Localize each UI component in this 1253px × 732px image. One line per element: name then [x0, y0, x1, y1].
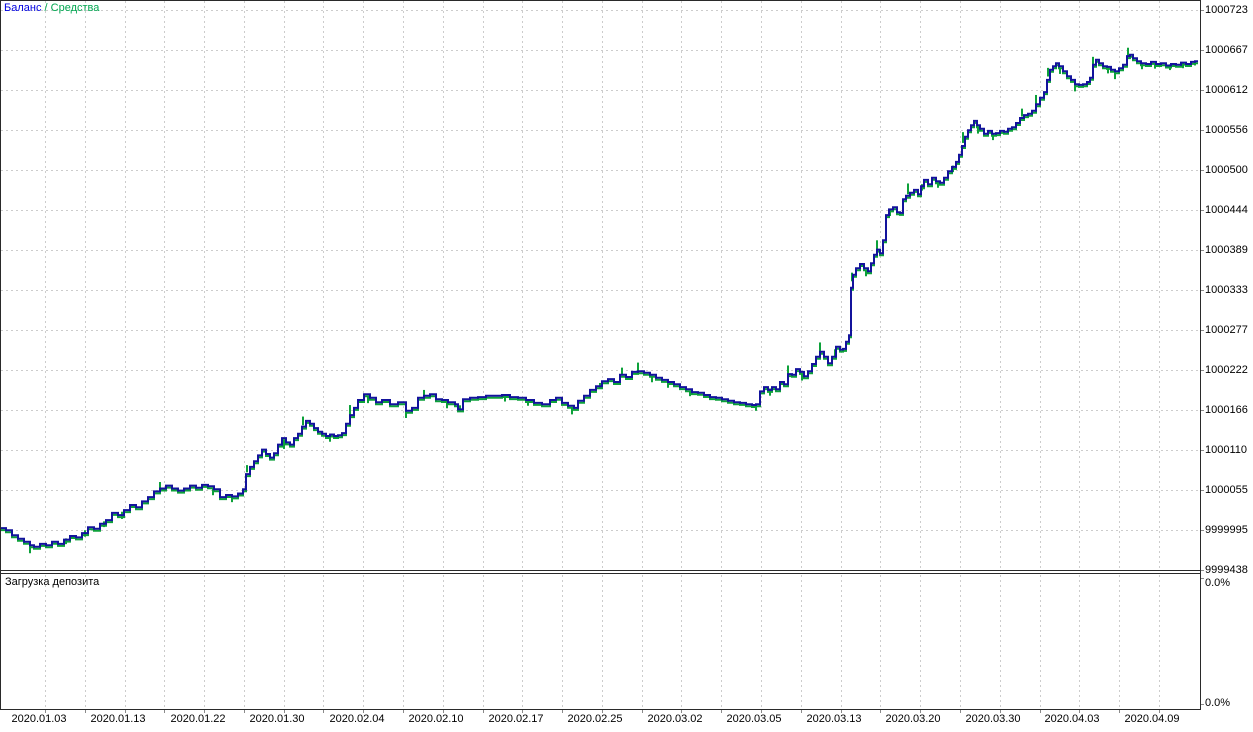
y-axis-label: 1000500 [1205, 164, 1248, 176]
sub-panel-title: Загрузка депозита [5, 576, 100, 588]
x-axis-label: 2020.02.04 [329, 713, 385, 725]
x-axis-label: 2020.01.03 [11, 713, 67, 725]
x-axis-label: 2020.04.03 [1044, 713, 1100, 725]
legend-separator: / [44, 2, 48, 14]
y-axis-label: 1000667 [1205, 44, 1248, 56]
y-axis-label: 1000222 [1205, 364, 1248, 376]
chart-legend: Баланс / Средства [4, 2, 99, 14]
sub-panel-top-value: 0.0% [1205, 577, 1231, 589]
x-axis-label: 2020.02.10 [408, 713, 464, 725]
x-axis-label: 2020.03.02 [647, 713, 703, 725]
x-axis-label: 2020.03.05 [726, 713, 782, 725]
legend-balance-label: Баланс [4, 2, 42, 14]
x-axis-label: 2020.03.20 [885, 713, 941, 725]
x-axis-label: 2020.01.22 [170, 713, 226, 725]
x-axis-label: 2020.03.30 [965, 713, 1021, 725]
x-axis-label: 2020.02.17 [488, 713, 544, 725]
y-axis-label: 9999995 [1205, 524, 1248, 536]
sub-panel-bottom-value: 0.0% [1205, 697, 1231, 709]
y-axis-label: 1000612 [1205, 84, 1248, 96]
y-axis-label: 1000166 [1205, 404, 1248, 416]
y-axis-label: 9999438 [1205, 564, 1248, 576]
y-axis-label: 1000277 [1205, 324, 1248, 336]
x-axis-label: 2020.03.13 [806, 713, 862, 725]
y-axis-label: 1000723 [1205, 4, 1248, 16]
y-axis-label: 1000055 [1205, 484, 1248, 496]
y-axis-label: 1000556 [1205, 124, 1248, 136]
y-axis-label: 1000389 [1205, 244, 1248, 256]
x-axis-label: 2020.01.13 [90, 713, 146, 725]
y-axis-label: 1000333 [1205, 284, 1248, 296]
x-axis-label: 2020.02.25 [567, 713, 623, 725]
y-axis-label: 1000110 [1205, 444, 1248, 456]
legend-equity-label: Средства [50, 2, 100, 14]
y-axis-label: 1000444 [1205, 204, 1248, 216]
x-axis-label: 2020.04.09 [1124, 713, 1180, 725]
x-axis-label: 2020.01.30 [249, 713, 305, 725]
